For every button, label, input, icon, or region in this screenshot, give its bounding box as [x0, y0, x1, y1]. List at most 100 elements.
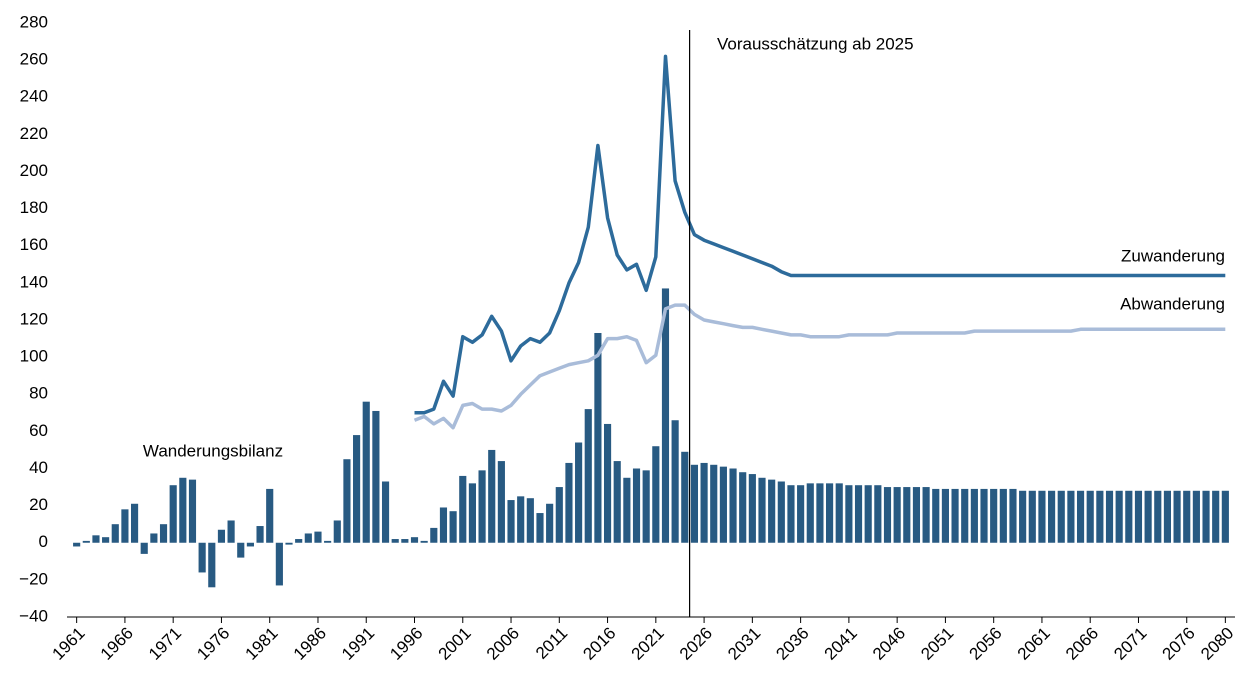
x-tick-label: 2011 [532, 624, 571, 663]
bar [565, 462, 573, 543]
bar [314, 531, 322, 543]
bar [1086, 490, 1094, 543]
bar [729, 468, 737, 543]
bar [92, 535, 100, 543]
bar [179, 477, 187, 543]
x-tick-label: 2016 [579, 624, 619, 664]
bar [430, 527, 438, 543]
bar [410, 537, 419, 543]
y-tick-label: 40 [29, 458, 48, 477]
bar [777, 481, 785, 543]
y-tick-label: 260 [20, 50, 48, 69]
bar [488, 449, 496, 543]
y-tick-label: 120 [20, 309, 48, 328]
bar [719, 466, 727, 543]
bar [922, 487, 930, 543]
bar [961, 488, 969, 543]
bar [970, 488, 978, 543]
bar [845, 485, 853, 543]
bar [816, 483, 824, 543]
bar [671, 420, 679, 543]
bar [372, 410, 380, 543]
bar [526, 498, 534, 543]
bar [362, 401, 370, 543]
bar [73, 542, 81, 547]
bar [854, 485, 863, 543]
bar [1144, 490, 1152, 543]
bar [864, 485, 872, 543]
x-tick-label: 1991 [338, 624, 378, 664]
bar [681, 451, 689, 543]
y-tick-label: 160 [20, 235, 48, 254]
x-tick-label: 2076 [1159, 624, 1199, 664]
x-tick-label: 1966 [97, 624, 137, 664]
bar [111, 524, 119, 543]
bar [401, 539, 409, 543]
x-tick-label: 2041 [821, 624, 861, 664]
bar [285, 542, 293, 545]
x-tick-label: 2061 [1014, 624, 1054, 664]
bar [1096, 490, 1104, 543]
series-label: Zuwanderung [1121, 246, 1225, 265]
x-tick-label: 2066 [1062, 624, 1102, 664]
x-tick-label: 2071 [1110, 624, 1150, 664]
x-tick-label: 2001 [435, 624, 475, 664]
bar [169, 485, 177, 543]
bar [246, 542, 254, 547]
x-tick-label: 2080 [1197, 624, 1237, 664]
bar [1038, 490, 1046, 543]
bar [333, 520, 341, 543]
y-tick-label: 220 [20, 124, 48, 143]
bar [478, 470, 486, 543]
bar [159, 524, 168, 543]
y-tick-label: −40 [19, 606, 48, 625]
bar [797, 485, 805, 543]
x-tick-label: 2051 [917, 624, 957, 664]
bar [932, 488, 940, 543]
bar [623, 477, 631, 543]
bar [980, 488, 988, 543]
y-tick-label: 20 [29, 495, 48, 514]
bar [82, 540, 90, 543]
bar [1183, 490, 1191, 543]
bar [1009, 488, 1017, 543]
bar [1105, 490, 1114, 543]
x-tick-label: 2036 [772, 624, 812, 664]
bar [507, 500, 515, 543]
bar [304, 533, 312, 543]
bar [652, 446, 660, 543]
series-label: Wanderungsbilanz [143, 441, 283, 460]
bar [613, 461, 621, 543]
bar [1115, 490, 1123, 543]
bar [1173, 490, 1181, 543]
annotation: Vorausschätzung ab 2025 [717, 34, 914, 53]
x-tick-label: 2026 [676, 624, 716, 664]
bar [324, 540, 332, 543]
bar [198, 542, 206, 573]
y-tick-label: 180 [20, 198, 48, 217]
bar [150, 533, 158, 543]
bar [1076, 490, 1085, 543]
y-tick-label: 240 [20, 87, 48, 106]
bar [130, 503, 139, 543]
bar [903, 487, 911, 543]
bar [266, 488, 274, 543]
bar [575, 442, 583, 543]
x-tick-label: 2046 [869, 624, 909, 664]
bar [381, 481, 390, 543]
bar [690, 464, 699, 543]
bar [1028, 490, 1036, 543]
y-tick-label: 280 [20, 12, 48, 31]
bar [603, 423, 612, 543]
bar [912, 487, 921, 543]
bar [517, 496, 525, 543]
bar [121, 509, 129, 543]
bar [275, 542, 283, 586]
x-tick-label: 1996 [386, 624, 426, 664]
x-tick-label: 1981 [242, 624, 282, 664]
bar [227, 520, 235, 543]
bar [893, 487, 901, 543]
bar [353, 435, 361, 543]
bar [1134, 490, 1143, 543]
